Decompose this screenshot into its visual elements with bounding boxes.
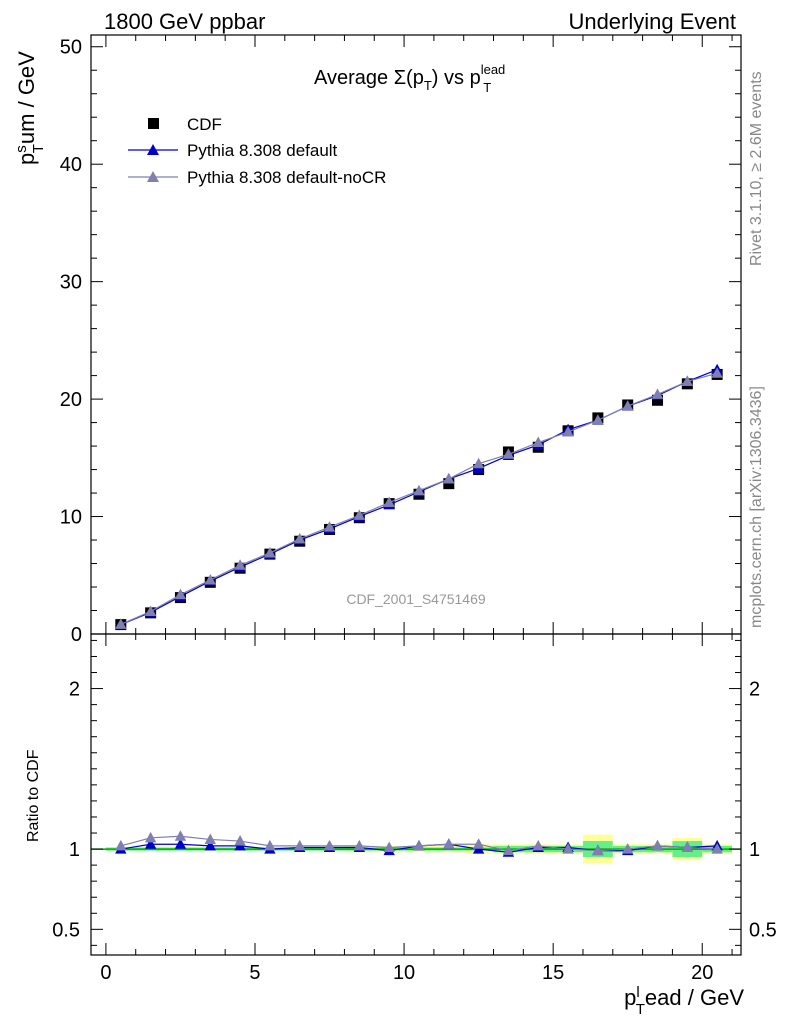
legend-label-cdf: CDF	[187, 115, 222, 134]
xlabel-rest: ead / GeV	[645, 985, 744, 1010]
data-point-nocr	[443, 472, 455, 484]
ratio-point-nocr	[562, 843, 574, 854]
title-sub2: T	[483, 80, 491, 95]
ylabel-sup: s	[13, 145, 30, 153]
y-tick-label: 0	[71, 624, 82, 646]
ratio-y-tick-label-right: 2	[749, 679, 760, 701]
ratio-point-default	[174, 838, 187, 849]
ratio-point-nocr	[711, 843, 723, 854]
data-point-nocr	[204, 573, 216, 585]
data-point-nocr	[711, 367, 723, 378]
data-point-nocr	[353, 509, 366, 520]
ratio-y-tick-label-right: 1	[749, 839, 760, 861]
data-point-nocr	[383, 496, 395, 507]
ratio-point-default	[204, 839, 216, 851]
data-point-nocr	[472, 457, 485, 469]
ylabel-base: p	[14, 153, 39, 165]
x-tick-label: 10	[393, 962, 415, 984]
ratio-point-nocr	[592, 844, 604, 856]
data-point-nocr	[502, 448, 515, 459]
y-tick-label: 30	[60, 272, 82, 294]
ratio-point-nocr	[144, 831, 157, 843]
ratio-point-nocr	[234, 835, 246, 846]
ratio-point-nocr	[502, 844, 515, 856]
mcplots-label: mcplots.cern.ch [arXiv:1306.3436]	[748, 386, 765, 628]
data-point-nocr	[592, 414, 604, 425]
ratio-frame-border	[90, 633, 742, 956]
x-tick-label: 0	[100, 962, 111, 984]
legend: CDF Pythia 8.308 default Pythia 8.308 de…	[128, 115, 386, 187]
data-point-nocr	[413, 484, 425, 496]
main-plot-frame: 0 10 20 30 40 50	[60, 34, 742, 955]
header-left: 1800 GeV ppbar	[104, 9, 265, 34]
ratio-point-nocr	[115, 839, 127, 851]
ratio-point-nocr	[204, 833, 216, 844]
title-main: Average Σ(p	[314, 67, 424, 89]
xlabel-base: p	[624, 985, 636, 1010]
legend-marker-nocr	[147, 171, 159, 182]
ylabel-sub: T	[30, 144, 47, 153]
ratio-y-axis-label: Ratio to CDF	[25, 749, 42, 842]
x-axis-label: pl Tead / GeV	[624, 984, 744, 1018]
ratio-point-nocr	[651, 839, 664, 851]
xlabel-sub: T	[636, 1001, 645, 1018]
rivet-label: Rivet 3.1.10, ≥ 2.6M events	[748, 71, 765, 266]
data-point-nocr	[651, 388, 664, 399]
ratio-point-nocr	[443, 838, 455, 849]
legend-marker-cdf	[148, 118, 159, 129]
data-point-nocr	[174, 588, 187, 600]
title-sub: T	[424, 78, 432, 93]
ylabel-rest: um / GeV	[14, 51, 39, 144]
data-point-nocr	[621, 400, 634, 411]
ratio-point-default	[144, 838, 157, 849]
ratio-point-nocr	[264, 839, 276, 851]
data-point-cdf	[652, 394, 664, 406]
ratio-y-tick-label-left: 2	[69, 679, 80, 701]
ratio-y-tick-label-left: 1	[69, 839, 80, 861]
ratio-point-nocr	[532, 839, 544, 851]
title-sup: lead	[481, 62, 506, 77]
data-point-nocr	[234, 559, 246, 570]
data-point-nocr	[562, 425, 574, 437]
ratio-point-nocr	[472, 838, 485, 849]
ratio-point-nocr	[383, 841, 395, 852]
ratio-y-tick-label-left: 0.5	[52, 919, 80, 941]
ratio-point-nocr	[353, 839, 366, 851]
data-point-nocr	[323, 521, 336, 532]
data-point-cdf	[443, 478, 455, 490]
ratio-point-nocr	[323, 839, 336, 851]
data-point-nocr	[115, 618, 127, 629]
data-point-nocr	[294, 532, 306, 544]
ratio-point-nocr	[621, 843, 634, 854]
title-mid: ) vs p	[432, 67, 481, 89]
ratio-plot-frame: 0 5 10 15 20 0.5 0.5 1 1 2 2	[52, 633, 777, 984]
y-tick-label: 50	[60, 37, 82, 59]
ratio-point-nocr	[681, 841, 694, 852]
ratio-y-tick-label-right: 0.5	[749, 919, 777, 941]
data-point-nocr	[681, 375, 694, 386]
ratio-point-nocr	[413, 839, 425, 851]
analysis-watermark: CDF_2001_S4751469	[346, 591, 486, 607]
ratio-point-nocr	[174, 830, 187, 841]
y-tick-label: 40	[60, 154, 82, 176]
x-tick-label: 5	[249, 962, 260, 984]
x-tick-label: 20	[691, 962, 713, 984]
data-point-nocr	[532, 436, 544, 448]
legend-label-nocr: Pythia 8.308 default-noCR	[187, 168, 386, 187]
x-tick-label: 15	[542, 962, 564, 984]
header-right: Underlying Event	[568, 9, 736, 34]
chart-title: Average Σ(pT) vs plead T	[314, 62, 505, 95]
legend-marker-default	[147, 144, 159, 155]
data-point-nocr	[264, 546, 276, 558]
data-point-nocr	[144, 605, 157, 616]
xlabel-sup: l	[636, 984, 639, 1001]
y-tick-label: 20	[60, 389, 82, 411]
ratio-point-nocr	[294, 839, 306, 851]
main-y-axis-label: psTum / GeV	[13, 51, 47, 165]
legend-label-default: Pythia 8.308 default	[187, 141, 338, 160]
y-tick-label: 10	[60, 507, 82, 529]
